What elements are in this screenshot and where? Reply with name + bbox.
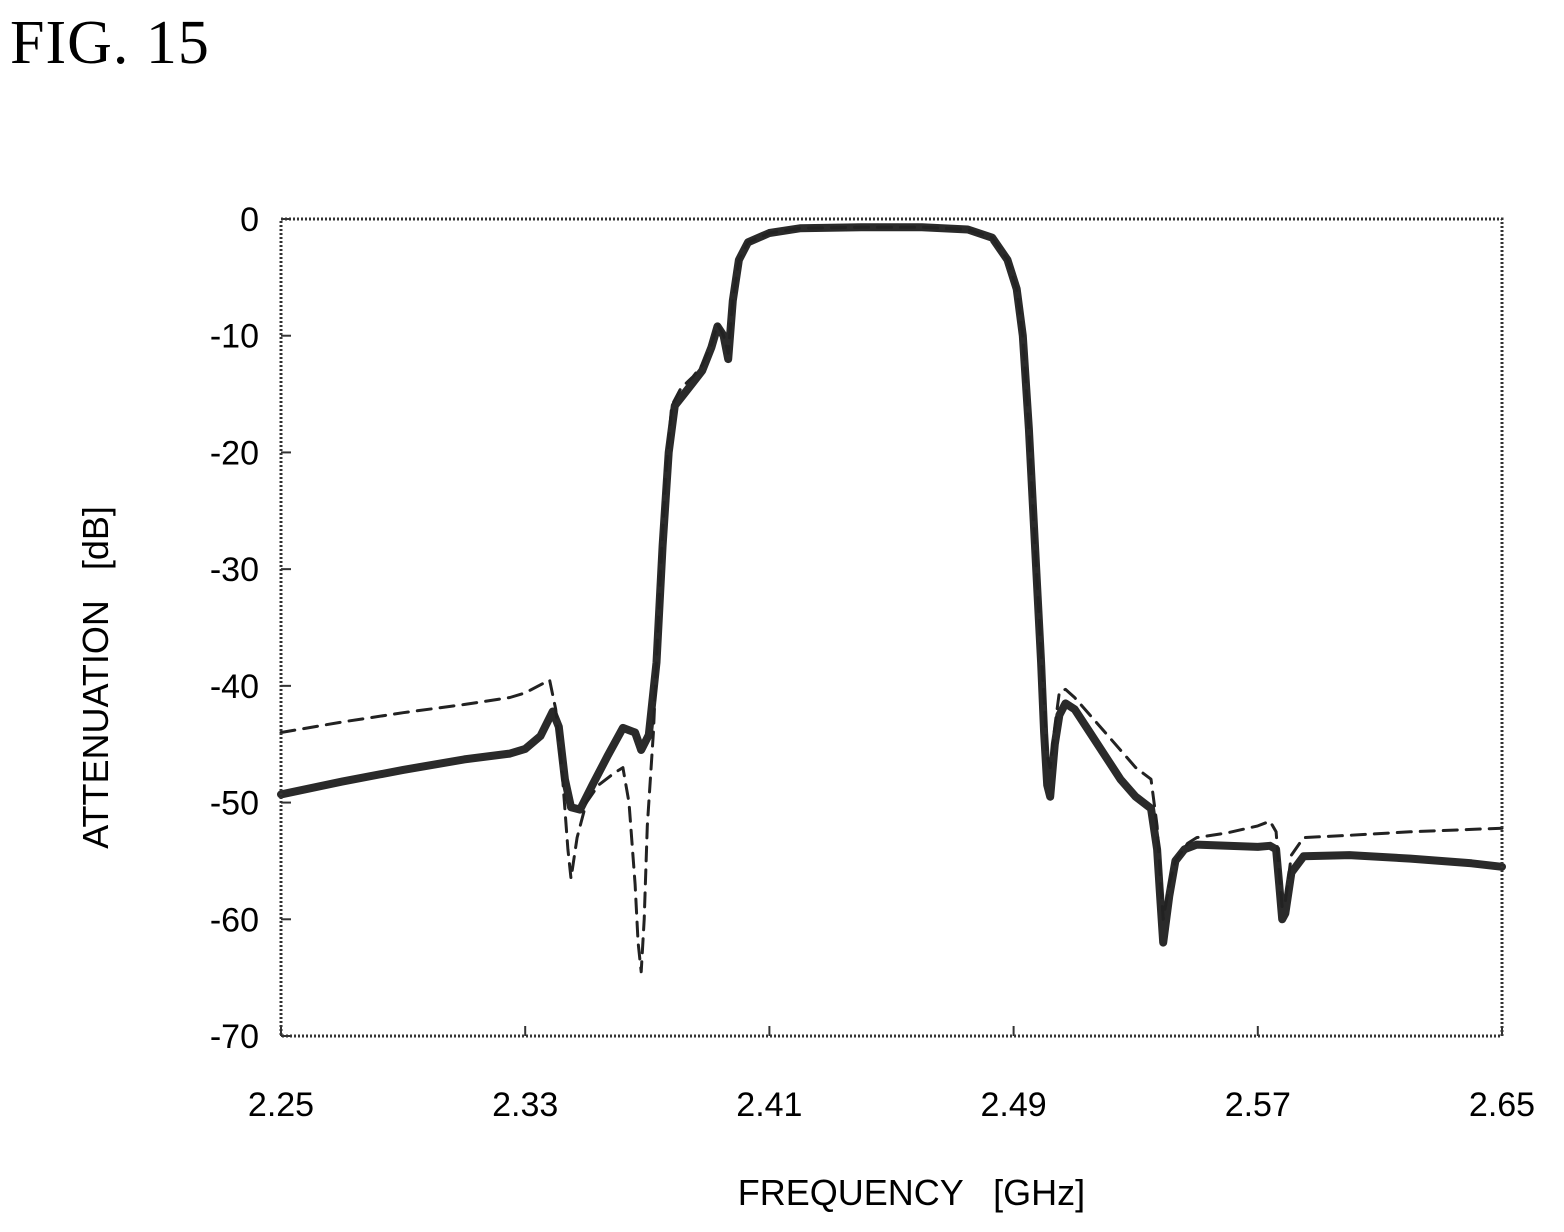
y-tick-label: -10 <box>210 318 259 356</box>
y-tick-label: 0 <box>240 201 259 239</box>
x-tick-label: 2.25 <box>248 1086 314 1124</box>
y-tick-label: -40 <box>210 668 259 706</box>
x-tick-label: 2.65 <box>1469 1086 1535 1124</box>
figure-label: FIG. 15 <box>10 9 210 77</box>
y-tick-label: -60 <box>210 901 259 939</box>
x-tick-label: 2.33 <box>492 1086 558 1124</box>
y-tick-label: -30 <box>210 551 259 589</box>
y-tick-label: -20 <box>210 434 259 472</box>
x-axis-title: FREQUENCY [GHz] <box>738 1172 1085 1213</box>
y-tick-label: -70 <box>210 1018 259 1056</box>
dashed-series-line <box>279 225 1504 974</box>
x-tick-label: 2.49 <box>981 1086 1047 1124</box>
y-axis-title: ATTENUATION [dB] <box>75 506 116 849</box>
x-tick-label: 2.57 <box>1225 1086 1291 1124</box>
x-tick-label: 2.41 <box>736 1086 802 1124</box>
y-axis-ticks: 0 -10 -20 -30 -40 -50 -60 -70 <box>210 201 291 1056</box>
series-layer <box>277 223 1506 974</box>
x-axis-ticks: 2.25 2.33 2.41 2.49 2.57 2.65 <box>248 1026 1535 1124</box>
plot-frame <box>279 217 1504 1038</box>
y-tick-label: -50 <box>210 785 259 823</box>
solid-series-line <box>277 223 1506 947</box>
